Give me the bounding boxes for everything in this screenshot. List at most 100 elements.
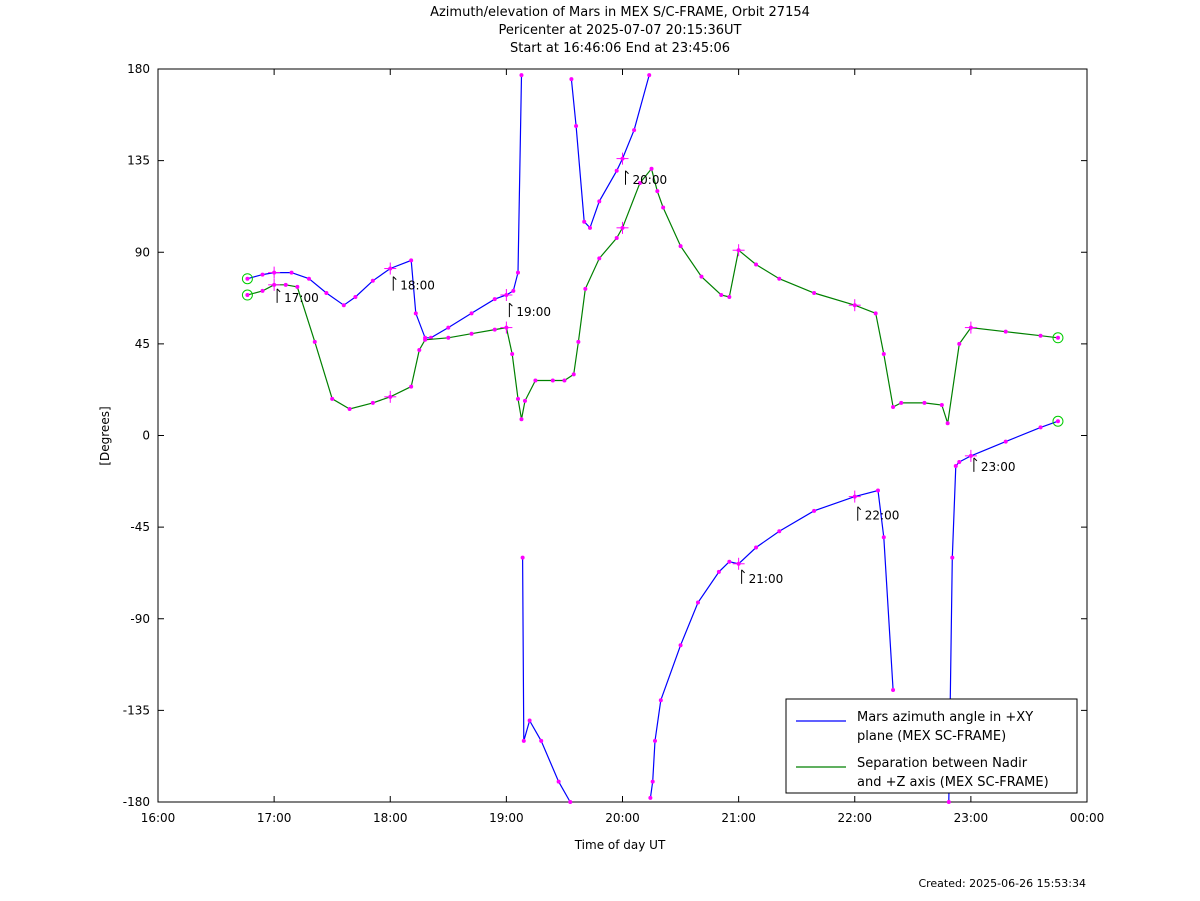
series-1-point <box>647 73 652 78</box>
hour-annotations: 17:00 18:00 19:00 20:00 21:00 22:00 23:00 <box>268 152 1016 586</box>
series-1-point <box>413 311 418 316</box>
hour-marker-label: 21:00 <box>749 572 784 586</box>
series-1-point <box>658 698 663 703</box>
series-2-point <box>510 352 515 357</box>
series-1-point <box>324 290 329 295</box>
series-2-point <box>922 400 927 405</box>
series-2-point <box>899 400 904 405</box>
legend-label-1: plane (MEX SC-FRAME) <box>857 729 1006 744</box>
series-1-point <box>950 555 955 560</box>
x-tick-label: 00:00 <box>1070 811 1105 825</box>
series-2-point <box>469 331 474 336</box>
series-1-point <box>875 488 880 493</box>
series-2-point <box>727 295 732 300</box>
series-2-point <box>873 311 878 316</box>
chart-title-line-1: Azimuth/elevation of Mars in MEX S/C-FRA… <box>430 5 810 20</box>
series-2-point <box>522 398 527 403</box>
hour-marker-label: 19:00 <box>516 305 551 319</box>
series-1-point <box>568 800 573 804</box>
hour-marker-tick <box>509 302 513 307</box>
series-2-point <box>583 286 588 291</box>
x-tick-label: 22:00 <box>837 811 872 825</box>
series-2-line <box>247 167 1059 424</box>
legend-label-2: Separation between Nadir <box>857 756 1028 771</box>
y-tick-label: 180 <box>127 62 150 76</box>
created-timestamp: Created: 2025-06-26 15:53:34 <box>918 877 1086 890</box>
series-1-point <box>1038 425 1043 430</box>
series-2-point <box>519 417 524 422</box>
hour-marker-label: 23:00 <box>981 460 1016 474</box>
legend-box <box>785 698 1078 794</box>
hour-marker-label: 22:00 <box>865 509 900 523</box>
hour-marker-tick <box>276 288 281 293</box>
series-1-point <box>587 225 592 230</box>
series-1-point <box>409 258 414 263</box>
series-1-point <box>521 738 526 743</box>
hour-marker-tick <box>392 276 397 281</box>
y-tick-label: 45 <box>135 337 150 351</box>
series-1-point <box>716 569 721 574</box>
legend-label-2: and +Z axis (MEX SC-FRAME) <box>857 775 1049 790</box>
y-tick-label: -90 <box>130 612 150 626</box>
series-1-point <box>515 270 520 275</box>
legend: Mars azimuth angle in +XY plane (MEX SC-F… <box>785 698 1078 794</box>
series-2-point <box>661 205 666 210</box>
series-1-point <box>777 529 782 534</box>
series-2-point <box>597 256 602 261</box>
series-2-point <box>1055 335 1060 340</box>
series-1-point <box>946 800 951 804</box>
series-2-point <box>777 276 782 281</box>
y-axis: 180 135 90 45 0 -45 -90 -135 -180 <box>123 62 1087 809</box>
series-1-point <box>569 77 574 82</box>
x-tick-label: 23:00 <box>954 811 989 825</box>
series-2-point <box>719 293 724 298</box>
series-2-point <box>562 378 567 383</box>
series-2-point <box>295 284 300 289</box>
series-2-point <box>614 235 619 240</box>
y-axis-label: [Degrees] <box>98 406 112 465</box>
chart-title-line-2: Pericenter at 2025-07-07 20:15:36UT <box>498 23 742 38</box>
series-2-point <box>812 290 817 295</box>
hour-marker-tick <box>857 506 862 511</box>
series-1-point <box>353 295 358 300</box>
series-1-point <box>289 270 294 275</box>
x-tick-label: 20:00 <box>605 811 640 825</box>
series-1-point <box>556 779 561 784</box>
series-1-point <box>678 643 683 648</box>
x-tick-label: 21:00 <box>721 811 756 825</box>
series-1-point <box>891 688 896 693</box>
series-2-point <box>283 282 288 287</box>
series-1-point <box>245 276 250 281</box>
series-2-point <box>571 372 576 377</box>
series-1-point <box>881 535 886 540</box>
series-1-point <box>1055 419 1060 424</box>
series-2-point <box>754 262 759 267</box>
series-2-point <box>699 274 704 279</box>
x-tick-label: 18:00 <box>373 811 408 825</box>
x-axis: 16:00 17:00 18:00 19:00 20:00 21:00 22:00 23:00… <box>141 69 1105 825</box>
series-2-point <box>945 421 950 426</box>
series-2-point <box>446 335 451 340</box>
y-tick-label: -135 <box>123 703 150 717</box>
series-1-point <box>812 508 817 513</box>
series-2-endpoint-marker <box>1052 332 1064 344</box>
series-2-point <box>492 327 497 332</box>
hour-marker-tick <box>741 569 745 574</box>
series-2-point <box>881 352 886 357</box>
chart-title-line-3: Start at 16:46:06 End at 23:45:06 <box>509 41 731 56</box>
series-1-point <box>539 738 544 743</box>
series-2-point <box>550 378 555 383</box>
series-2-point <box>1038 333 1043 338</box>
hour-marker-label: 18:00 <box>400 279 435 293</box>
series-1-point <box>469 311 474 316</box>
series-2-point <box>330 396 335 401</box>
legend-label-1: Mars azimuth angle in +XY <box>857 710 1033 725</box>
series-1-point <box>492 297 497 302</box>
y-tick-label: 135 <box>127 154 150 168</box>
x-tick-label: 19:00 <box>489 811 524 825</box>
series-1-point <box>370 278 375 283</box>
series-1-point <box>1003 439 1008 444</box>
series-1-point <box>511 288 516 293</box>
series-1-point <box>648 795 653 800</box>
